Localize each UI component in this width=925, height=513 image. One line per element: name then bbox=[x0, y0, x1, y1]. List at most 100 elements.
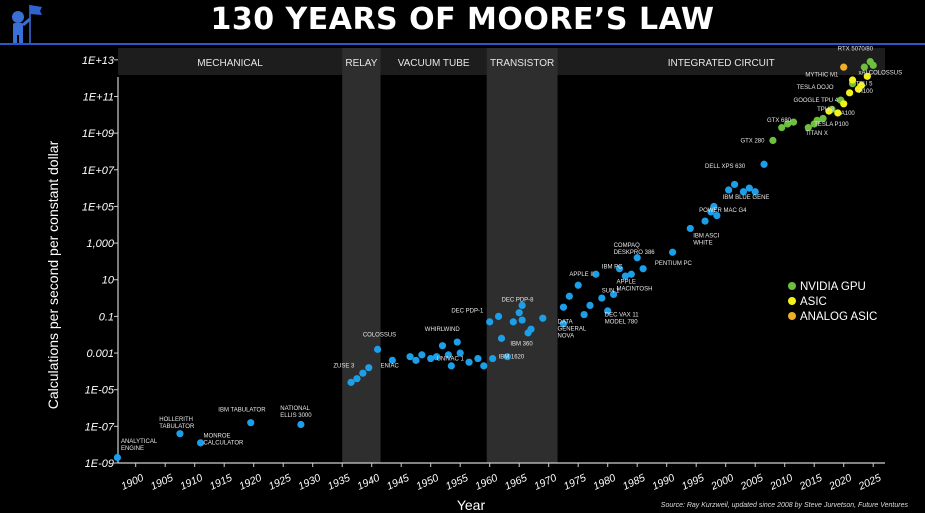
data-point bbox=[565, 292, 573, 300]
data-point bbox=[527, 325, 535, 333]
data-point bbox=[834, 109, 842, 117]
y-tick-label: 1E-05 bbox=[85, 385, 115, 397]
data-point bbox=[456, 349, 464, 357]
point-label: COMPAQ DESKPRO 386 bbox=[614, 243, 656, 256]
x-tick-label: 1915 bbox=[208, 472, 234, 493]
x-tick-label: 1995 bbox=[680, 472, 706, 493]
point-label: TESLA P100 bbox=[814, 122, 849, 128]
data-point bbox=[778, 124, 786, 132]
data-point bbox=[701, 217, 709, 225]
data-point bbox=[857, 81, 866, 90]
x-tick-label: 1950 bbox=[414, 472, 440, 493]
data-point bbox=[418, 351, 426, 359]
point-label: xAI COLOSSUS bbox=[858, 70, 902, 76]
data-point bbox=[515, 309, 523, 317]
y-tick-label: 1E+05 bbox=[82, 201, 115, 213]
x-tick-label: 1975 bbox=[562, 472, 588, 493]
data-point bbox=[707, 208, 715, 216]
source-note: Source: Ray Kurzweil, updated since 2008… bbox=[661, 502, 909, 509]
point-label: PENTIUM PC bbox=[655, 261, 693, 267]
data-point bbox=[710, 202, 718, 211]
data-point bbox=[474, 354, 482, 363]
x-tick-label: 1985 bbox=[621, 472, 647, 493]
point-label: IBM 360 bbox=[510, 342, 533, 348]
data-point bbox=[751, 188, 759, 196]
x-tick-label: 1930 bbox=[296, 472, 322, 493]
point-label: TITAN X bbox=[805, 131, 828, 137]
point-label: GTX 280 bbox=[740, 138, 765, 144]
astronaut-with-flag-icon bbox=[12, 5, 42, 43]
x-tick-label: 2005 bbox=[738, 472, 765, 493]
data-point bbox=[621, 272, 630, 280]
y-tick-label: 0.001 bbox=[86, 348, 114, 360]
data-point bbox=[586, 301, 594, 309]
data-point bbox=[730, 180, 739, 189]
data-point bbox=[359, 369, 367, 377]
data-point bbox=[627, 270, 635, 278]
data-point bbox=[840, 63, 848, 71]
data-point bbox=[860, 63, 868, 71]
data-point bbox=[453, 338, 461, 346]
data-point bbox=[494, 312, 503, 320]
point-label: IBM TABULATOR bbox=[218, 408, 266, 414]
legend-label: ANALOG ASIC bbox=[800, 311, 877, 323]
data-point bbox=[465, 358, 473, 366]
y-tick-label: 1E+11 bbox=[83, 91, 114, 103]
x-tick-label: 1960 bbox=[473, 472, 499, 493]
data-point bbox=[769, 136, 777, 145]
page-title: 130 YEARS OF MOORE’S LAW bbox=[210, 2, 715, 37]
era-label: TRANSISTOR bbox=[490, 58, 554, 69]
point-label: SUN 1 bbox=[602, 289, 620, 295]
y-axis-title: Calculations per second per constant dol… bbox=[45, 140, 61, 409]
point-label: ZUSE 3 bbox=[333, 364, 355, 370]
data-point bbox=[639, 265, 647, 273]
point-label: DATA GENERAL NOVA bbox=[558, 320, 587, 340]
point-label: APPLE II bbox=[569, 272, 594, 278]
legend-swatch bbox=[788, 282, 796, 290]
data-point bbox=[739, 188, 748, 196]
y-tick-label: 1,000 bbox=[86, 238, 114, 250]
x-tick-label: 1965 bbox=[503, 472, 529, 493]
x-tick-label: 1955 bbox=[444, 472, 470, 493]
point-label: TPU 3 bbox=[817, 107, 835, 113]
point-label: IBM BLUE GENE bbox=[723, 195, 770, 201]
x-tick-label: 2010 bbox=[767, 472, 794, 493]
point-label: APPLE MACINTOSH bbox=[617, 279, 653, 292]
data-point bbox=[412, 356, 420, 364]
point-label: RTX 5070/80 bbox=[838, 47, 874, 53]
data-point bbox=[760, 160, 768, 168]
data-point bbox=[486, 318, 494, 326]
data-point bbox=[559, 303, 568, 311]
point-label: A100 bbox=[841, 111, 856, 117]
data-point bbox=[438, 342, 447, 350]
axes: 1E-09 1E-07 1E-05 0.001 0.1 10 1,000 1E+05 1E+07… bbox=[82, 55, 885, 493]
data-point bbox=[669, 248, 677, 256]
data-point bbox=[745, 184, 753, 192]
point-label: GOOGLE TPU 4 bbox=[794, 98, 839, 104]
data-point bbox=[863, 72, 871, 80]
y-tick-label: 1E-07 bbox=[85, 421, 115, 433]
x-tick-label: 1910 bbox=[178, 472, 204, 493]
y-tick-label: 1E+09 bbox=[82, 128, 114, 140]
data-point bbox=[869, 61, 877, 69]
point-label: NATIONAL ELLIS 3000 bbox=[280, 406, 312, 419]
data-point bbox=[848, 76, 857, 84]
data-point bbox=[509, 318, 517, 326]
legend-label: ASIC bbox=[800, 296, 827, 308]
data-point bbox=[427, 354, 435, 363]
era-label: RELAY bbox=[345, 58, 377, 69]
y-tick-label: 1E+13 bbox=[82, 55, 115, 67]
data-point bbox=[503, 353, 511, 361]
x-tick-label: 1970 bbox=[532, 472, 558, 493]
data-point bbox=[840, 100, 848, 108]
era-label: VACUUM TUBE bbox=[398, 58, 470, 69]
data-point bbox=[444, 351, 452, 359]
legend-label: NVIDIA GPU bbox=[800, 281, 866, 293]
data-point bbox=[374, 345, 382, 353]
x-tick-label: 1980 bbox=[591, 472, 617, 493]
data-point bbox=[580, 310, 588, 319]
point-label: H100 bbox=[858, 89, 873, 95]
x-tick-label: 1935 bbox=[326, 472, 352, 493]
